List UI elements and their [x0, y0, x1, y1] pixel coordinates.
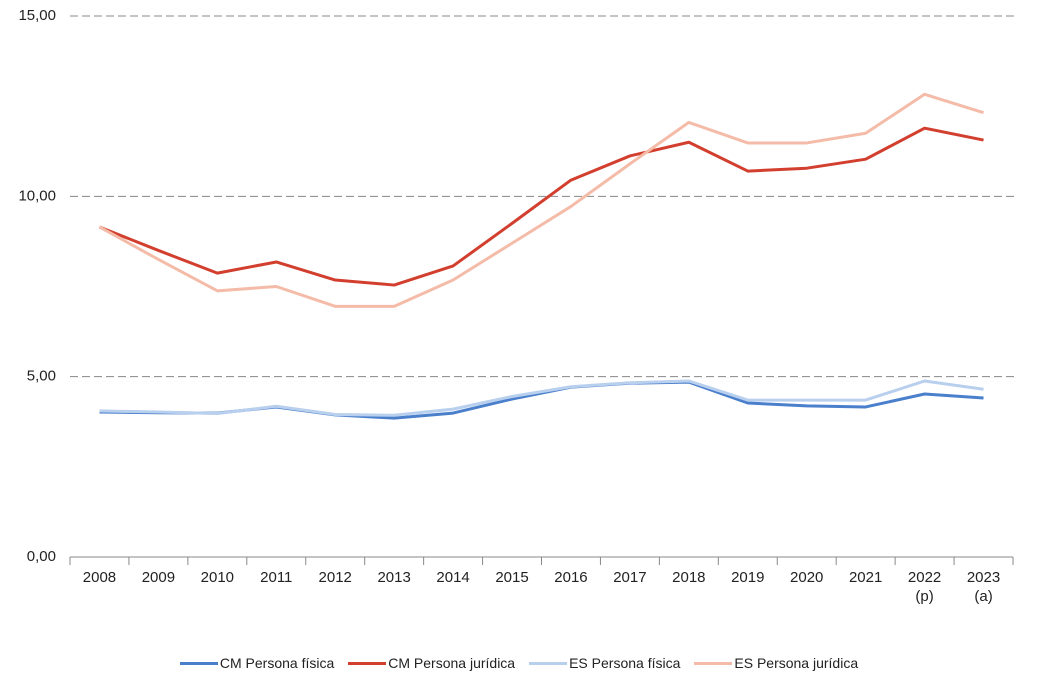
x-tick-label: 2021: [848, 569, 883, 586]
legend-item: ES Persona física: [529, 655, 680, 671]
legend-swatch: [529, 661, 568, 665]
legend: CM Persona física CM Persona jurídica ES P…: [0, 655, 1038, 671]
legend-label: ES Persona jurídica: [734, 655, 859, 671]
line: [98, 92, 984, 308]
x-tick-label: 2013: [377, 569, 411, 586]
legend-label: CM Persona física: [219, 655, 335, 671]
x-tick-label: 2022 (p): [907, 569, 942, 605]
x-tick-label: 2015: [495, 569, 529, 586]
legend-item: CM Persona jurídica: [348, 655, 515, 671]
x-tick-label: 2012: [318, 569, 352, 586]
x-tick-label: 2008: [82, 569, 117, 586]
legend-label: CM Persona jurídica: [388, 655, 516, 671]
x-tick-label: 2018: [672, 569, 706, 586]
line: [99, 379, 984, 417]
legend-swatch: [694, 661, 733, 665]
x-tick-label: 2009: [141, 569, 176, 586]
legend-swatch: [348, 661, 387, 665]
legend-item: ES Persona jurídica: [694, 655, 858, 671]
x-tick-label: 2017: [613, 569, 647, 586]
x-tick-label: 2011: [260, 569, 293, 586]
x-tick-label: 2016: [554, 569, 588, 586]
y-tick-label: 15,00: [18, 7, 56, 24]
x-tick-label: 2020: [790, 569, 824, 586]
y-tick-label: 0,00: [27, 548, 56, 565]
y-tick-label: 10,00: [18, 187, 56, 204]
x-tick-label: 2019: [731, 569, 765, 586]
legend-item: CM Persona física: [179, 655, 335, 671]
y-tick-label: 5,00: [27, 368, 56, 385]
x-tick-label: 2010: [200, 569, 235, 586]
x-tick-label: 2014: [436, 569, 470, 586]
legend-swatch: [179, 661, 218, 665]
x-tick-label: 2023 (a): [966, 569, 1001, 605]
legend-label: ES Persona física: [569, 655, 681, 671]
line: [98, 126, 984, 287]
